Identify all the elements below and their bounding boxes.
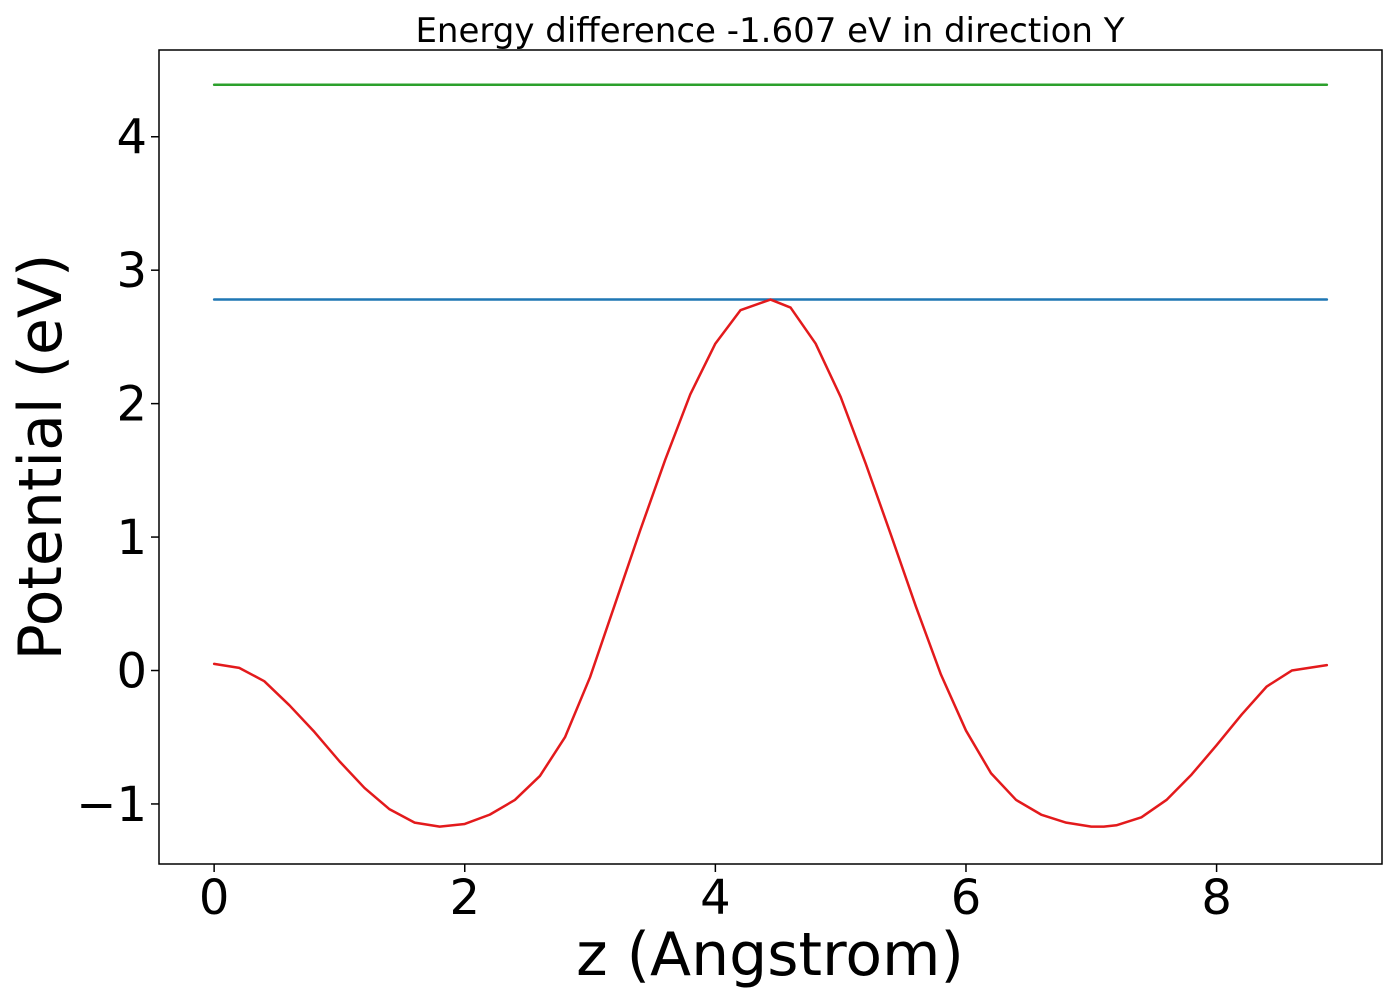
x-tick-label: 0 — [199, 870, 230, 926]
chart-title: Energy difference -1.607 eV in direction… — [415, 11, 1124, 51]
x-tick-label: 6 — [951, 870, 982, 926]
x-tick-label: 4 — [700, 870, 731, 926]
x-tick-label: 2 — [449, 870, 480, 926]
y-tick-label: 3 — [116, 243, 147, 299]
y-axis: −1 0 1 2 3 4 — [76, 110, 159, 833]
x-axis-label: z (Angstrom) — [576, 920, 964, 990]
x-axis: 0 2 4 6 8 — [199, 864, 1232, 926]
y-tick-label: 2 — [116, 377, 147, 433]
y-tick-label: 1 — [116, 510, 147, 566]
series-line-3 — [212, 298, 1329, 828]
y-tick-label: −1 — [76, 777, 147, 833]
x-tick-label: 8 — [1201, 870, 1232, 926]
y-axis-label: Potential (eV) — [6, 254, 76, 661]
series-layer — [212, 83, 1329, 828]
plot-frame — [158, 49, 1383, 865]
y-tick-label: 0 — [116, 644, 147, 700]
y-tick-label: 4 — [116, 110, 147, 166]
